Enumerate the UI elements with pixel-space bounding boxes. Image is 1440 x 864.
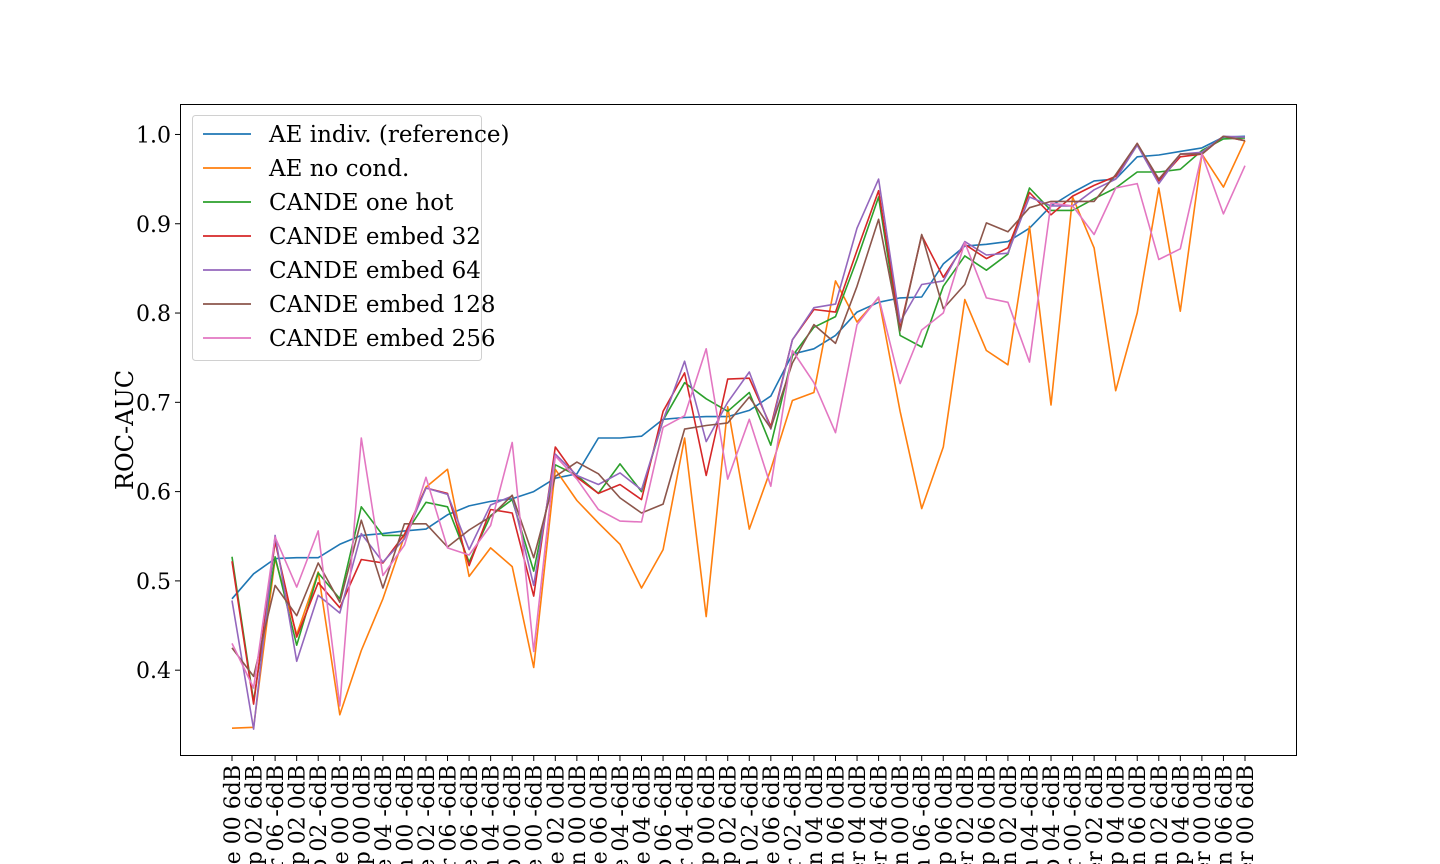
y-tick-label: 0.5 (136, 570, 171, 595)
x-tick-label: mp 04 6dB (1169, 765, 1194, 864)
x-tick-label: der 04 0dB (846, 765, 871, 864)
x-tick-label: ve 02 -6dB (415, 765, 440, 864)
legend-label: CANDE embed 128 (269, 292, 496, 318)
series-line-1 (231, 140, 1246, 729)
x-tick-label: er 04 -6dB (674, 765, 699, 864)
y-tick-label: 0.6 (136, 481, 171, 506)
legend: AE indiv. (reference) AE no cond. CANDE on… (192, 115, 509, 361)
x-tick-label: un 02 -6dB (738, 765, 763, 864)
x-tick-label: ve 04 -6dB (609, 765, 634, 864)
x-tick-label: ve 06 0dB (587, 765, 612, 864)
x-tick-label: mp 02 6dB (717, 765, 742, 864)
x-tick-label: er 02 -6dB (781, 765, 806, 864)
series-line-3 (231, 135, 1246, 705)
x-tick-label: un 06 -6dB (911, 765, 936, 864)
x-tick-label: mp 04 0dB (1105, 765, 1130, 864)
x-tick-label: er 00 -6dB (1062, 765, 1087, 864)
x-tick-label: mp 04 -6dB (1040, 765, 1065, 864)
x-tick-label: ve 04 6dB (631, 765, 656, 864)
series-line-0 (231, 135, 1246, 600)
series-line-6 (231, 153, 1246, 707)
legend-label: CANDE embed 256 (269, 326, 496, 352)
x-tick-label: an 04 -6dB (1019, 765, 1044, 864)
x-tick-label: un 04 -6dB (480, 765, 505, 864)
x-tick-label: mp 02 6dB (243, 765, 268, 864)
x-tick-label: ve 06 -6dB (458, 765, 483, 864)
x-tick-label: er 06 -6dB (264, 765, 289, 864)
x-tick-label: an 06 0dB (1126, 765, 1151, 864)
x-tick-label: un 00 -6dB (393, 765, 418, 864)
y-axis: 0.4 0.5 0.6 0.7 0.8 0.9 1.0 (136, 123, 181, 684)
x-tick-label: an 06 0dB (825, 765, 850, 864)
x-tick-label: der 02 0dB (954, 765, 979, 864)
y-tick-label: 0.9 (136, 213, 171, 238)
x-tick-label: mp 06 0dB (975, 765, 1000, 864)
series-line-4 (231, 135, 1246, 730)
x-tick-label: ve 04 -6dB (372, 765, 397, 864)
x-tick-label: an 00 0dB (889, 765, 914, 864)
x-tick-label: an 00 0dB (566, 765, 591, 864)
x-tick-label: der 02 6dB (1083, 765, 1108, 864)
x-tick-label: mp 06 0dB (932, 765, 957, 864)
series-layer (231, 135, 1246, 730)
x-tick-label: ve 00 0dB (329, 765, 354, 864)
x-tick-label: mp 00 0dB (350, 765, 375, 864)
series-line-5 (231, 135, 1246, 678)
legend-items: AE indiv. (reference) AE no cond. CANDE on… (203, 122, 509, 352)
x-tick-label: mp 00 -6dB (501, 765, 526, 864)
x-tick-label: an 02 6dB (1148, 765, 1173, 864)
x-tick-label: ve 00 6dB (221, 765, 246, 864)
legend-box (192, 115, 482, 361)
legend-label: CANDE embed 32 (269, 224, 481, 250)
plot-frame (180, 104, 1297, 756)
x-tick-label: an 02 0dB (997, 765, 1022, 864)
x-tick-label: der 06 -6dB (437, 765, 462, 864)
legend-label: AE indiv. (reference) (268, 122, 509, 148)
x-tick-label: an 04 0dB (803, 765, 828, 864)
x-tick-label: mp 00 6dB (695, 765, 720, 864)
x-tick-label: ve 02 0dB (544, 765, 569, 864)
y-tick-label: 0.8 (136, 302, 171, 327)
legend-label: CANDE one hot (269, 190, 454, 216)
x-tick-label: der 04 6dB (868, 765, 893, 864)
y-axis-label: ROC-AUC (111, 370, 139, 490)
x-tick-label: ve 00 -6dB (523, 765, 548, 864)
x-tick-label: mp 06 -6dB (652, 765, 677, 864)
y-tick-label: 0.4 (136, 659, 171, 684)
x-tick-label: der 00 6dB (1234, 765, 1259, 864)
legend-label: CANDE embed 64 (269, 258, 481, 284)
x-tick-label: mp 02 0dB (286, 765, 311, 864)
y-tick-label: 0.7 (136, 391, 171, 416)
x-tick-label: ve 06 6dB (760, 765, 785, 864)
x-tick-label: an 06 6dB (1212, 765, 1237, 864)
legend-label: AE no cond. (268, 156, 409, 182)
x-tick-label: mp 02 -6dB (307, 765, 332, 864)
y-tick-label: 1.0 (136, 123, 171, 148)
x-tick-label: der 00 0dB (1191, 765, 1216, 864)
